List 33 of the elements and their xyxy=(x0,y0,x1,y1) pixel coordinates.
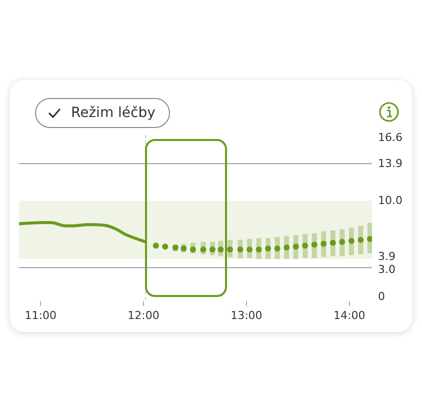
point xyxy=(311,242,318,248)
point xyxy=(190,246,196,252)
y-tick-label: 3.0 xyxy=(378,263,396,276)
x-tick-label: 11:00 xyxy=(24,309,56,322)
point xyxy=(284,244,290,251)
point xyxy=(320,240,327,247)
point xyxy=(218,246,224,252)
point xyxy=(209,246,216,252)
y-tick-label: 13.9 xyxy=(378,157,402,170)
text: Režim léčby xyxy=(71,105,156,121)
point xyxy=(226,246,233,252)
y-tick-label: 3.9 xyxy=(378,250,396,263)
point xyxy=(348,238,354,244)
y-tick-label: 10.0 xyxy=(378,194,402,207)
point xyxy=(246,246,253,252)
point xyxy=(200,246,206,252)
point xyxy=(358,236,364,243)
x-tick-label: 14:00 xyxy=(334,309,366,322)
line-series xyxy=(19,220,148,244)
point xyxy=(330,240,336,246)
point xyxy=(339,238,346,245)
point xyxy=(180,246,187,252)
point xyxy=(256,246,262,252)
point xyxy=(265,246,272,252)
point xyxy=(292,244,299,250)
x-tick-label: 12:00 xyxy=(128,309,160,322)
point xyxy=(302,242,308,249)
point xyxy=(366,236,372,242)
point xyxy=(274,246,280,252)
point xyxy=(237,246,244,252)
y-tick-label: 16.6 xyxy=(378,131,402,144)
y-tick-label: 0 xyxy=(378,290,385,303)
x-tick-label: 13:00 xyxy=(230,309,262,322)
